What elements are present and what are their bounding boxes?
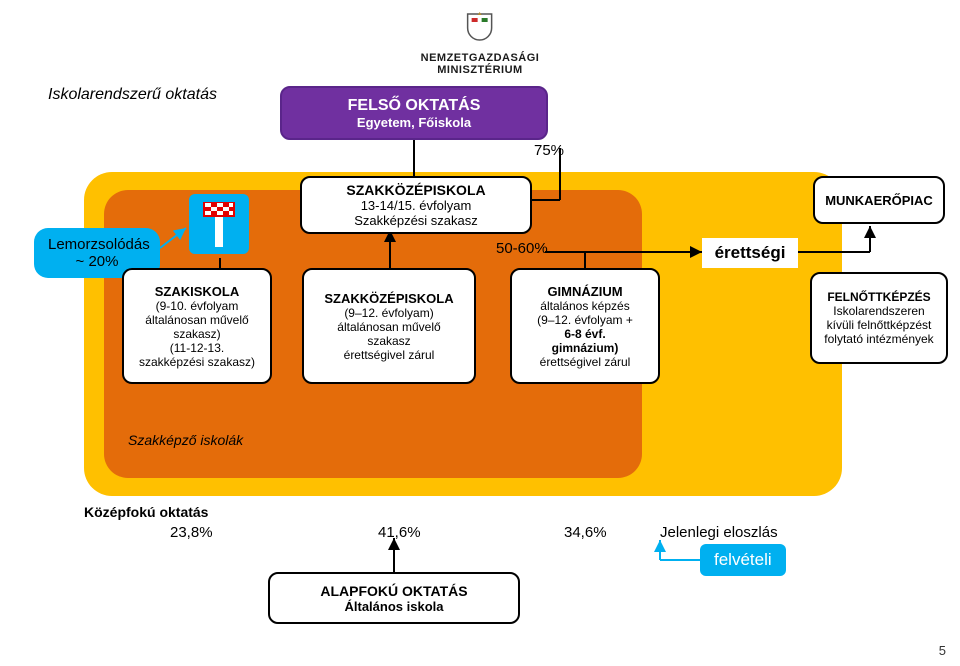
lemorz-line1: Lemorzsolódás	[48, 236, 146, 253]
alapfoku-sub: Általános iskola	[345, 599, 444, 614]
gimnazium-s3: 6-8 évf.	[564, 327, 605, 341]
box-szakkozep-top: SZAKKÖZÉPISKOLA 13-14/15. évfolyam Szakk…	[300, 176, 532, 234]
szakkozep-mid-s4: érettségivel zárul	[344, 348, 435, 362]
ministry-header: NEMZETGAZDASÁGI MINISZTÉRIUM	[421, 8, 540, 76]
szakiskola-s1: (9-10. évfolyam	[156, 299, 239, 313]
szakkozep-top-sub2: Szakképzési szakasz	[354, 213, 478, 228]
szakkozep-mid-title: SZAKKÖZÉPISKOLA	[324, 291, 453, 306]
felso-sub: Egyetem, Főiskola	[357, 115, 471, 130]
box-munkaeropiac: MUNKAERŐPIAC	[813, 176, 945, 224]
pct-50-60: 50-60%	[496, 240, 548, 257]
box-szakkozep-mid: SZAKKÖZÉPISKOLA (9–12. évfolyam) általán…	[302, 268, 476, 384]
gimnazium-s1: általános képzés	[540, 299, 629, 313]
box-szakiskola: SZAKISKOLA (9-10. évfolyam általánosan m…	[122, 268, 272, 384]
szakiskola-s5: szakképzési szakasz)	[139, 355, 255, 369]
bubble-felveteli: felvételi	[700, 544, 786, 576]
box-alapfoku-oktatas: ALAPFOKÚ OKTATÁS Általános iskola	[268, 572, 520, 624]
munkaero-title: MUNKAERŐPIAC	[825, 193, 933, 208]
szakiskola-s4: (11-12-13.	[170, 341, 224, 355]
gimnazium-s4: gimnázium)	[552, 341, 619, 355]
gimnazium-title: GIMNÁZIUM	[547, 284, 622, 299]
erettsegi-text: érettségi	[715, 243, 786, 263]
slide-title: Iskolarendszerű oktatás	[48, 86, 217, 104]
crest-icon	[460, 8, 500, 48]
szakiskola-s3: szakasz)	[173, 327, 220, 341]
ministry-name-1: NEMZETGAZDASÁGI	[421, 52, 540, 64]
page-number: 5	[939, 643, 946, 658]
felnott-sub: Iskolarendszeren	[833, 304, 924, 318]
label-jelenlegi-eloszlas: Jelenlegi eloszlás	[660, 524, 778, 541]
felnott-sub2: kívüli felnőttképzést	[827, 318, 932, 332]
szakkozep-mid-s2: általánosan művelő	[337, 320, 440, 334]
box-felnottkepzes: FELNŐTTKÉPZÉS Iskolarendszeren kívüli fe…	[810, 272, 948, 364]
pct-75: 75%	[534, 142, 564, 159]
felnott-title: FELNŐTTKÉPZÉS	[827, 290, 930, 304]
label-szakkepzo-iskolak: Szakképző iskolák	[128, 432, 243, 448]
felnott-sub3: folytató intézmények	[824, 332, 933, 346]
box-felso-oktatas: FELSŐ OKTATÁS Egyetem, Főiskola	[280, 86, 548, 140]
szakkozep-mid-s1: (9–12. évfolyam)	[344, 306, 433, 320]
deadend-sign-icon	[187, 192, 251, 256]
szakiskola-title: SZAKISKOLA	[155, 284, 240, 299]
pct-23-8: 23,8%	[170, 524, 213, 541]
szakkozep-top-sub: 13-14/15. évfolyam	[361, 198, 472, 213]
pct-41-6: 41,6%	[378, 524, 421, 541]
gimnazium-s2: (9–12. évfolyam +	[537, 313, 633, 327]
label-kozepfoku-oktatas: Középfokú oktatás	[84, 504, 208, 520]
ministry-name-2: MINISZTÉRIUM	[421, 64, 540, 76]
alapfoku-title: ALAPFOKÚ OKTATÁS	[320, 583, 467, 599]
felso-title: FELSŐ OKTATÁS	[348, 97, 481, 115]
szakkozep-mid-s3: szakasz	[367, 334, 410, 348]
szakkozep-top-title: SZAKKÖZÉPISKOLA	[346, 182, 485, 198]
box-erettsegi: érettségi	[702, 238, 798, 268]
pct-34-6: 34,6%	[564, 524, 607, 541]
szakiskola-s2: általánosan művelő	[145, 313, 248, 327]
box-gimnazium: GIMNÁZIUM általános képzés (9–12. évfoly…	[510, 268, 660, 384]
gimnazium-s5: érettségivel zárul	[540, 355, 631, 369]
